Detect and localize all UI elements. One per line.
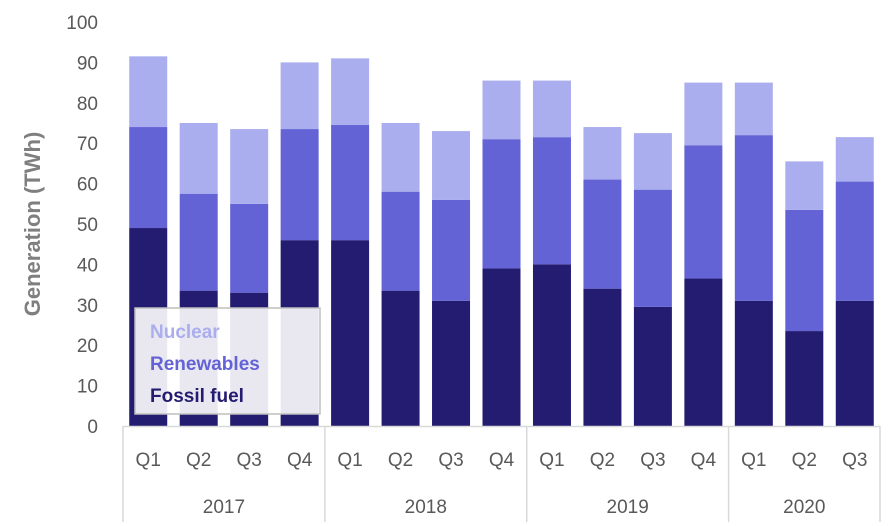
bar-segment-renewables xyxy=(734,135,773,301)
x-tick-label: Q1 xyxy=(741,450,766,471)
bar-segment-fossil-fuel xyxy=(331,240,370,426)
y-tick-label: 80 xyxy=(77,94,98,115)
bar-segment-nuclear xyxy=(583,127,622,180)
bar-segment-renewables xyxy=(532,137,571,265)
bar-segment-nuclear xyxy=(179,123,218,194)
y-axis: 0 10 20 30 40 50 60 70 80 90 100 xyxy=(66,13,98,438)
x-tick-label: Q2 xyxy=(388,450,413,471)
bar-segment-fossil-fuel xyxy=(734,300,773,426)
bar-segment-renewables xyxy=(583,179,622,289)
legend-entry-nuclear: Nuclear xyxy=(150,322,220,343)
x-tick-label: Q1 xyxy=(337,450,362,471)
legend: Nuclear Renewables Fossil fuel xyxy=(134,307,321,415)
x-tick-label: Q1 xyxy=(539,450,564,471)
x-tick-label: Q4 xyxy=(287,450,313,471)
x-tick-label: Q3 xyxy=(842,450,867,471)
bar-segment-fossil-fuel xyxy=(633,306,672,426)
bar-segment-renewables xyxy=(230,203,269,293)
x-tick-label: Q2 xyxy=(792,450,817,471)
legend-entry-renewables: Renewables xyxy=(150,354,260,375)
bar-segment-nuclear xyxy=(482,80,521,140)
x-tick-label: Q2 xyxy=(186,450,211,471)
bar-segment-renewables xyxy=(331,125,370,241)
x-tick-label: Q3 xyxy=(640,450,665,471)
bar-segment-fossil-fuel xyxy=(583,288,622,426)
bar-segment-renewables xyxy=(179,193,218,291)
bar-segment-renewables xyxy=(432,199,471,301)
x-group-label: 2020 xyxy=(783,497,825,518)
x-group-label: 2018 xyxy=(405,497,447,518)
bar-segment-nuclear xyxy=(432,131,471,200)
bar-segment-nuclear xyxy=(633,133,672,190)
bar-segment-fossil-fuel xyxy=(432,300,471,426)
bar-segment-nuclear xyxy=(532,80,571,138)
bar-segment-nuclear xyxy=(331,58,370,126)
bar-segment-renewables xyxy=(684,145,723,279)
bar-segment-nuclear xyxy=(835,137,874,182)
y-tick-label: 100 xyxy=(66,13,98,34)
bar-segment-renewables xyxy=(835,181,874,301)
bar-segment-fossil-fuel xyxy=(532,264,571,426)
y-tick-label: 90 xyxy=(77,53,98,74)
y-tick-label: 0 xyxy=(87,417,98,438)
bar-segment-fossil-fuel xyxy=(381,290,420,426)
bar-segment-renewables xyxy=(785,209,824,332)
legend-entry-fossil-fuel: Fossil fuel xyxy=(150,386,244,407)
x-group-label: 2017 xyxy=(203,497,245,518)
x-tick-label: Q1 xyxy=(136,450,161,471)
bar-segment-renewables xyxy=(280,129,319,241)
y-tick-label: 70 xyxy=(77,134,98,155)
bar-segment-nuclear xyxy=(230,129,269,204)
bar-segment-renewables xyxy=(129,127,168,229)
y-tick-label: 60 xyxy=(77,175,98,196)
x-tick-label: Q3 xyxy=(438,450,463,471)
bars xyxy=(129,56,874,426)
legend-box xyxy=(134,307,321,415)
bar-segment-nuclear xyxy=(785,161,824,210)
y-tick-label: 30 xyxy=(77,296,98,317)
y-tick-label: 40 xyxy=(77,255,98,276)
bar-segment-nuclear xyxy=(129,56,168,128)
bar-segment-nuclear xyxy=(684,82,723,146)
bar-segment-fossil-fuel xyxy=(482,268,521,426)
bar-segment-fossil-fuel xyxy=(785,331,824,426)
bar-segment-fossil-fuel xyxy=(684,278,723,426)
y-tick-label: 10 xyxy=(77,377,98,398)
x-tick-label: Q4 xyxy=(489,450,515,471)
x-axis: Q1 Q2 Q3 Q4 Q1 Q2 Q3 Q4 Q1 Q2 Q3 Q4 Q1 Q2 Q3 2017 2018 20… xyxy=(122,425,881,522)
y-tick-label: 50 xyxy=(77,215,98,236)
bar-segment-fossil-fuel xyxy=(835,300,874,426)
bar-segment-nuclear xyxy=(381,123,420,192)
bar-segment-renewables xyxy=(633,189,672,307)
bar-segment-nuclear xyxy=(734,82,773,136)
bar-segment-renewables xyxy=(482,139,521,269)
x-tick-label: Q4 xyxy=(691,450,717,471)
y-axis-label: Generation (TWh) xyxy=(20,132,45,317)
x-group-label: 2019 xyxy=(607,497,649,518)
y-tick-label: 20 xyxy=(77,336,98,357)
bar-segment-nuclear xyxy=(280,62,319,130)
x-tick-label: Q2 xyxy=(590,450,615,471)
bar-segment-renewables xyxy=(381,191,420,291)
x-tick-label: Q3 xyxy=(236,450,261,471)
